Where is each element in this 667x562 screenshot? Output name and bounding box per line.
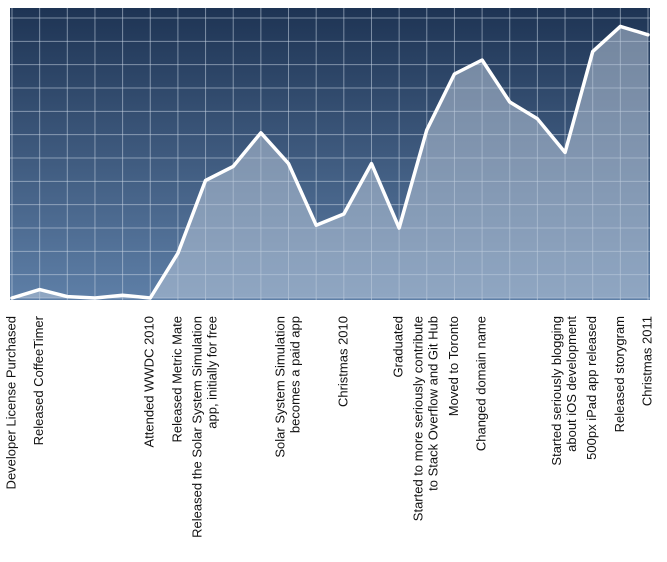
data-point [259,131,263,135]
data-point [38,288,42,292]
event-label: Started to more seriously contribute [411,316,426,521]
event-label: Christmas 2010 [335,316,350,407]
data-point [176,251,180,255]
data-point [480,58,484,62]
data-point [425,128,429,132]
data-point [65,295,69,299]
data-point [314,223,318,227]
data-point [10,296,14,300]
data-point [452,72,456,76]
event-label: becomes a paid app [287,316,302,433]
data-point [231,164,235,168]
data-point [563,150,567,154]
event-label: Solar System Simulation [272,316,287,458]
event-label: Released Metric Mate [169,316,184,442]
event-label: Changed domain name [474,316,489,451]
data-point [397,226,401,230]
data-point [342,212,346,216]
data-point [591,50,595,54]
event-label: about iOS development [564,316,579,452]
event-label: Released the Solar System Simulation [190,316,205,538]
event-label: app, initially for free [205,316,220,429]
data-point [646,33,650,37]
event-label: Moved to Toronto [446,316,461,416]
data-point [369,162,373,166]
data-point [93,296,97,300]
event-label: Released storygram [612,316,627,432]
data-point [287,162,291,166]
data-point [535,117,539,121]
data-point [508,100,512,104]
data-point [204,178,208,182]
event-labels: Developer License Purchased Released Coff… [3,315,654,538]
data-point [121,293,125,297]
event-label: to Stack Overflow and Git Hub [426,316,441,491]
data-point [148,296,152,300]
series-line [10,24,650,300]
event-label: Christmas 2011 [639,316,654,406]
event-label: Developer License Purchased [3,316,18,489]
event-label: Started seriously blogging [549,316,564,466]
event-label: Graduated [391,316,406,377]
series-area [12,26,648,299]
event-label: 500px iPad app released [584,316,599,460]
event-label: Attended WWDC 2010 [142,316,157,448]
data-point [618,24,622,28]
event-label: Released CoffeeTimer [31,315,46,445]
